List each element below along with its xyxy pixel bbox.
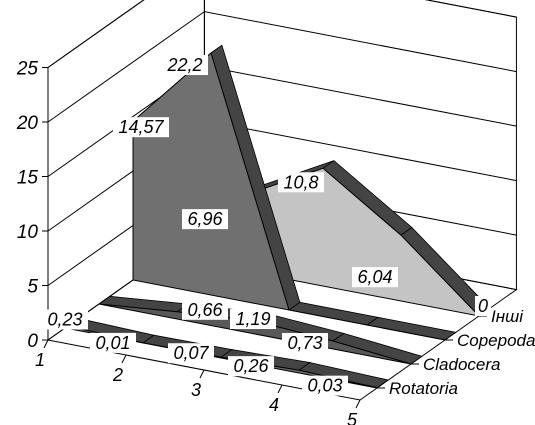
data-label-box (278, 172, 324, 193)
data-label-box (42, 309, 88, 330)
data-label: 0 (475, 296, 491, 316)
data-label-text: 1,19 (235, 309, 270, 329)
data-label-text: 6,96 (187, 209, 223, 229)
data-label-text: 0,01 (95, 333, 130, 353)
data-label: 0,07 (168, 343, 214, 364)
series-axis-label: Інші (491, 307, 524, 326)
x-axis-ticks: 1 2 3 4 5 (35, 339, 361, 425)
data-label-text: 22,2 (166, 55, 202, 75)
data-label: 22,2 (162, 55, 208, 76)
area-face (98, 303, 412, 365)
x-tick-label: 4 (269, 395, 279, 415)
x-tick-label: 5 (347, 410, 358, 425)
series-axis-label: Rotatoria (389, 379, 458, 398)
series-axis-ticks: Rotatoria Cladocera Copepoda Інші (377, 307, 535, 398)
series-axis-label: Copepoda (457, 331, 535, 350)
data-label-box (228, 356, 274, 377)
data-label-text: 0,66 (187, 300, 223, 320)
data-label: 0,03 (302, 375, 348, 396)
data-label: 0,26 (228, 356, 274, 377)
data-label-text: 0,03 (307, 376, 342, 396)
data-label-box (168, 343, 214, 364)
y-tick-label: 5 (27, 277, 38, 298)
gridline (47, 0, 517, 68)
y-tick-label: 10 (17, 222, 39, 243)
y-tick-label: 15 (17, 168, 39, 189)
data-label: 1,19 (230, 309, 276, 330)
data-label-text: 0,07 (173, 343, 209, 363)
data-label-text: 0,23 (47, 309, 82, 329)
data-label-text: 14,57 (118, 117, 164, 137)
area-top-facet (288, 301, 379, 326)
series-area-cladocera (97, 295, 423, 365)
x-tick-label: 1 (35, 350, 45, 370)
data-label-box (475, 296, 491, 316)
data-labels: 14,57 22,2 6,96 10,8 6,04 0,23 0,01 0,07 0,26 0,0… (42, 55, 491, 396)
data-label-text: 0 (478, 296, 488, 316)
y-axis-ticks: 0 5 10 15 20 25 (16, 59, 48, 352)
data-label: 6,04 (352, 267, 398, 288)
x-tick-label: 2 (112, 365, 123, 385)
data-label: 0,01 (90, 332, 136, 353)
data-label: 0,66 (182, 299, 228, 320)
x-tick-mark (121, 354, 127, 364)
data-label: 0,23 (42, 309, 88, 330)
area-top-facet (366, 316, 457, 341)
data-label-text: 6,04 (357, 267, 392, 287)
x-tick-mark (43, 339, 49, 349)
data-label-text: 10,8 (283, 172, 318, 192)
data-label-box (113, 117, 169, 138)
y-tick-label: 20 (16, 113, 39, 134)
data-label-box (302, 375, 348, 396)
data-label-text: 0,73 (287, 333, 322, 353)
x-tick-label: 3 (191, 380, 201, 400)
data-label-box (182, 209, 228, 230)
series-axis-label: Cladocera (423, 355, 501, 374)
data-label-box (352, 267, 398, 288)
data-label: 10,8 (278, 172, 324, 193)
data-label: 0,73 (282, 333, 328, 354)
data-label: 6,96 (182, 209, 228, 230)
y-tick-label: 25 (16, 59, 39, 80)
data-label-box (282, 333, 328, 354)
x-tick-mark (277, 384, 283, 394)
gridline (47, 11, 517, 123)
x-tick-mark (355, 399, 361, 409)
y-tick-label: 0 (27, 331, 38, 352)
x-tick-mark (199, 369, 205, 379)
data-label-box (182, 299, 228, 320)
data-label-box (90, 332, 136, 353)
data-label-box (162, 55, 208, 76)
data-label-text: 0,26 (233, 356, 269, 376)
data-label-box (230, 309, 276, 330)
data-label: 14,57 (113, 117, 169, 138)
